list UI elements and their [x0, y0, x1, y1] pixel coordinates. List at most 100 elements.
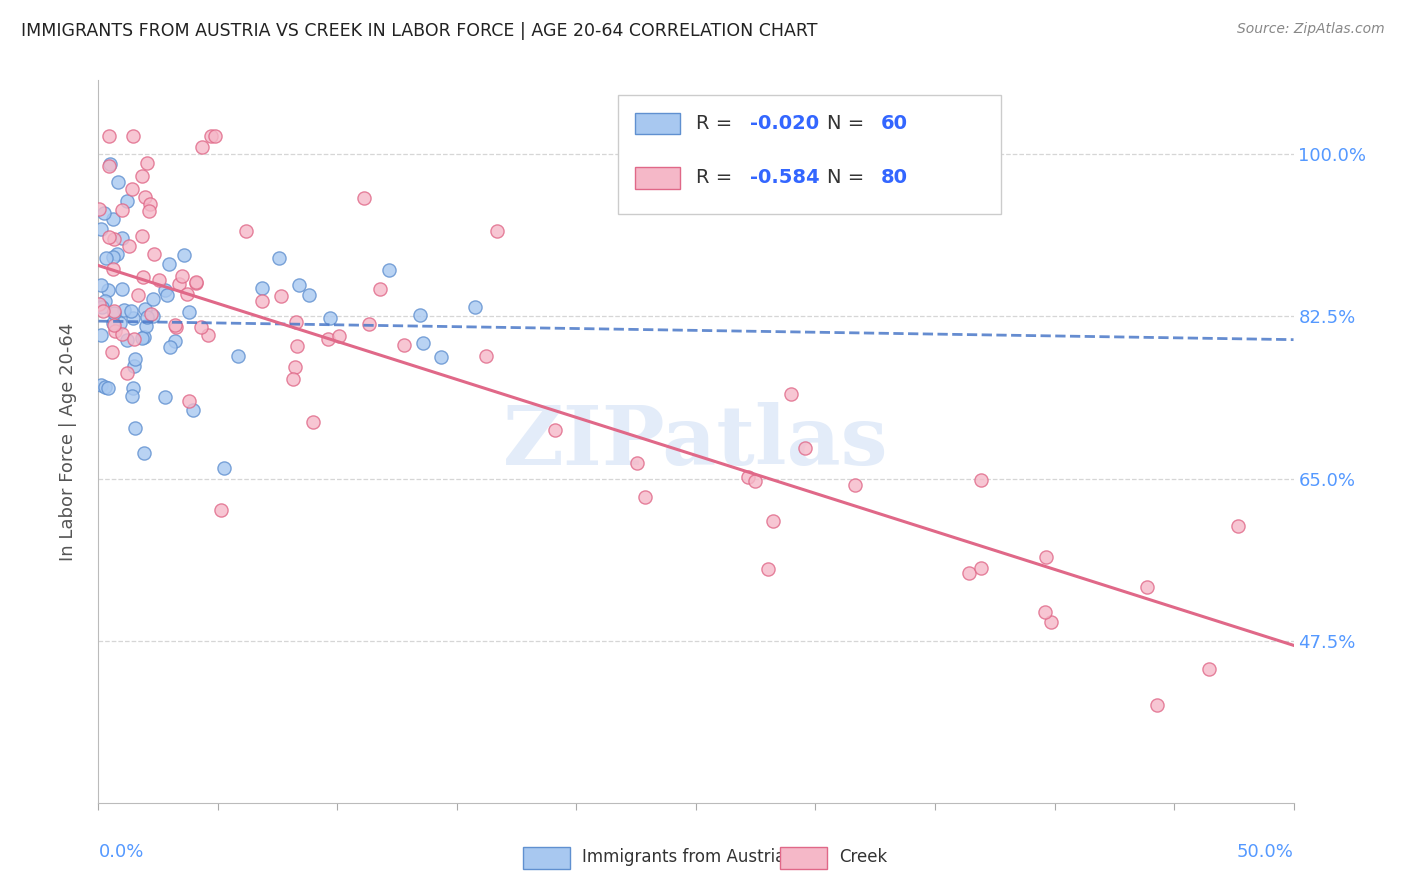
Point — [100, 345, 122, 359]
Point — [103, 250, 125, 264]
Point — [319, 310, 342, 325]
Point — [328, 329, 350, 343]
Point — [285, 315, 308, 329]
Point — [121, 381, 143, 395]
Text: 0.0%: 0.0% — [98, 843, 143, 861]
Point — [142, 292, 165, 306]
Text: 50.0%: 50.0% — [1237, 843, 1294, 861]
Point — [115, 366, 138, 380]
Point — [176, 287, 198, 301]
Point — [626, 456, 648, 470]
Point — [120, 304, 142, 318]
Point — [122, 128, 145, 143]
Point — [107, 247, 129, 261]
Point — [1035, 550, 1057, 565]
Point — [98, 156, 122, 170]
Point — [131, 169, 153, 183]
FancyBboxPatch shape — [636, 112, 681, 135]
Point — [316, 332, 339, 346]
Point — [115, 194, 138, 208]
Point — [134, 302, 156, 317]
Text: N =: N = — [827, 169, 870, 187]
Point — [970, 473, 993, 487]
Point — [283, 372, 305, 386]
Point — [132, 269, 155, 284]
Point — [143, 246, 166, 260]
Text: Source: ZipAtlas.com: Source: ZipAtlas.com — [1237, 22, 1385, 37]
Point — [107, 175, 129, 189]
Point — [744, 474, 766, 488]
Point — [172, 269, 194, 284]
Point — [156, 288, 179, 302]
Point — [148, 273, 170, 287]
Point — [135, 319, 157, 334]
Point — [756, 562, 779, 576]
Point — [392, 338, 415, 352]
Point — [139, 307, 162, 321]
Point — [186, 275, 208, 289]
Point — [97, 128, 120, 143]
Point — [285, 339, 308, 353]
Point — [190, 320, 212, 334]
Text: -0.584: -0.584 — [749, 169, 820, 187]
Point — [633, 490, 655, 504]
FancyBboxPatch shape — [636, 167, 681, 189]
Point — [153, 390, 176, 404]
Point — [124, 421, 146, 435]
Text: 80: 80 — [882, 169, 908, 187]
Point — [97, 283, 120, 297]
Point — [353, 191, 375, 205]
Point — [90, 377, 112, 392]
Point — [97, 230, 120, 244]
Point — [97, 381, 120, 395]
Point — [737, 469, 759, 483]
Point — [252, 294, 274, 309]
Point — [93, 303, 115, 318]
Point — [134, 445, 156, 459]
FancyBboxPatch shape — [523, 847, 571, 869]
Point — [288, 277, 311, 292]
Text: 60: 60 — [882, 114, 908, 133]
Point — [157, 257, 180, 271]
Text: Creek: Creek — [839, 848, 887, 866]
FancyBboxPatch shape — [779, 847, 827, 869]
Point — [177, 305, 200, 319]
Point — [235, 224, 257, 238]
Point — [136, 310, 159, 324]
Point — [139, 196, 162, 211]
Point — [103, 306, 125, 320]
Point — [169, 277, 191, 292]
Point — [1226, 518, 1249, 533]
Point — [87, 202, 110, 216]
Text: -0.020: -0.020 — [749, 114, 818, 133]
Point — [103, 304, 125, 318]
Point — [165, 318, 187, 333]
Point — [173, 248, 195, 262]
Point — [209, 503, 232, 517]
Text: ZIPatlas: ZIPatlas — [503, 401, 889, 482]
Point — [357, 318, 380, 332]
Point — [94, 251, 117, 265]
Point — [184, 276, 207, 290]
Text: R =: R = — [696, 114, 738, 133]
Point — [138, 204, 160, 219]
FancyBboxPatch shape — [619, 95, 1001, 214]
Point — [197, 327, 219, 342]
Point — [90, 222, 112, 236]
Point — [204, 128, 226, 143]
Point — [368, 282, 391, 296]
Point — [181, 402, 204, 417]
Point — [794, 441, 817, 455]
Point — [103, 318, 125, 332]
Point — [124, 332, 146, 346]
Point — [200, 128, 222, 143]
Point — [112, 303, 135, 318]
Point — [115, 334, 138, 348]
Point — [378, 262, 401, 277]
Point — [87, 296, 110, 310]
Point — [412, 335, 434, 350]
Point — [270, 288, 292, 302]
Point — [284, 360, 307, 375]
Point — [101, 212, 124, 227]
Point — [94, 379, 117, 393]
